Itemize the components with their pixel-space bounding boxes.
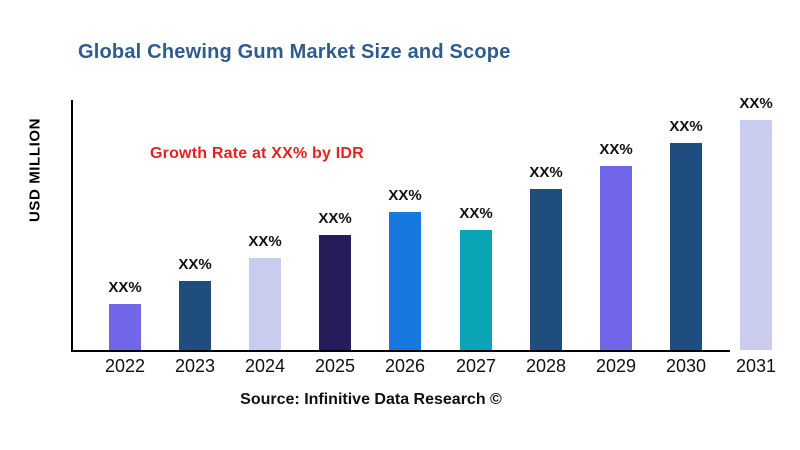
bar-2031 [740,120,772,350]
y-axis-label: USD MILLION [26,117,44,223]
bar-2022 [109,304,141,350]
bar-value-label-2022: XX% [108,279,142,296]
x-tick-2023: 2023 [174,356,216,376]
bar-value-label-2023: XX% [178,256,212,273]
x-tick-2026: 2026 [384,356,426,376]
bar-2028 [530,189,562,350]
bar-2024 [249,258,281,350]
chart-title: Global Chewing Gum Market Size and Scope [78,41,511,63]
growth-rate-annotation: Growth Rate at XX% by IDR [150,145,364,162]
bar-value-label-2027: XX% [459,205,493,222]
x-tick-2022: 2022 [104,356,146,376]
bar-value-label-2025: XX% [318,210,352,227]
x-tick-2029: 2029 [595,356,637,376]
bar-value-label-2028: XX% [529,164,563,181]
bar-2029 [600,166,632,350]
bar-value-label-2029: XX% [599,141,633,158]
bar-value-label-2031: XX% [739,95,773,112]
y-axis-line [71,100,73,352]
bar-value-label-2026: XX% [388,187,422,204]
x-tick-2024: 2024 [244,356,286,376]
x-tick-2025: 2025 [314,356,356,376]
bar-2027 [460,230,492,350]
source-credit: Source: Infinitive Data Research © [240,391,502,408]
x-tick-2030: 2030 [665,356,707,376]
bar-2025 [319,235,351,350]
x-axis-line [71,350,730,352]
x-tick-2031: 2031 [735,356,777,376]
bar-2023 [179,281,211,350]
x-tick-2028: 2028 [525,356,567,376]
bar-2030 [670,143,702,350]
bar-value-label-2024: XX% [248,233,282,250]
bar-2026 [389,212,421,350]
bar-value-label-2030: XX% [669,118,703,135]
x-tick-2027: 2027 [455,356,497,376]
